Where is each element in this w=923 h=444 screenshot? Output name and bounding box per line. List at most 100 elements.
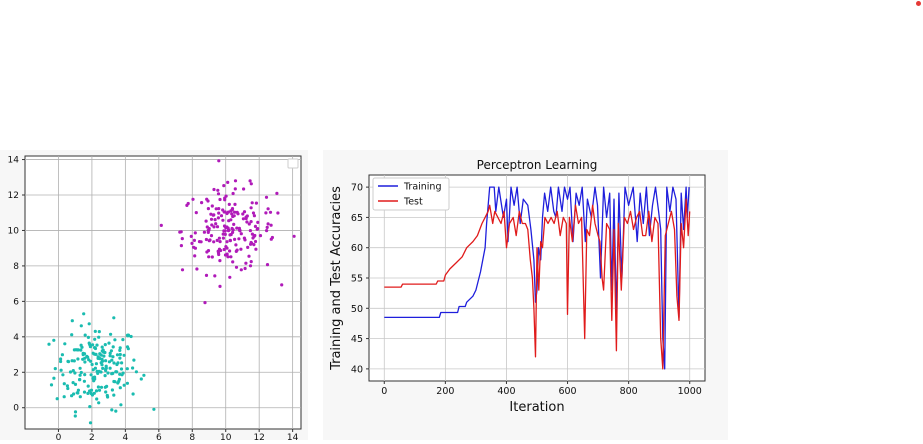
scatter-point-cluster-1 [60,353,64,357]
scatter-point-cluster-2 [242,236,246,240]
scatter-point-cluster-2 [214,207,218,211]
scatter-point-cluster-1 [62,382,66,386]
x-tick-label: 800 [620,386,638,397]
scatter-point-cluster-1 [97,330,101,334]
scatter-point-cluster-1 [86,335,90,339]
scatter-point-cluster-2 [217,247,222,251]
scatter-point-cluster-1 [104,368,108,373]
scatter-point-cluster-2 [212,213,216,217]
x-tick-label: 8 [189,433,195,440]
scatter-point-cluster-1 [105,393,109,398]
series-line-test [384,198,691,370]
scatter-point-cluster-1 [93,377,97,381]
scatter-point-cluster-1 [85,354,89,358]
scatter-point-cluster-1 [119,403,123,407]
scatter-point-cluster-1 [118,348,122,352]
x-tick-label: 14 [287,433,299,440]
scatter-point-cluster-1 [100,345,104,349]
scatter-point-cluster-1 [72,392,76,396]
scatter-point-cluster-1 [73,414,77,418]
scatter-point-cluster-2 [230,207,235,211]
scatter-point-cluster-1 [96,385,100,389]
scatter-point-cluster-1 [49,383,54,387]
scatter-point-cluster-2 [228,238,232,242]
scatter-point-cluster-2 [230,212,234,216]
scatter-point-cluster-2 [270,235,274,240]
scatter-ticks: 0 2 4 6 8 10 12 14 0 2 4 6 8 10 12 14 [8,156,299,443]
scatter-point-cluster-2 [204,219,208,223]
y-tick-label: 65 [351,213,363,224]
scatter-point-cluster-1 [59,359,63,364]
scatter-point-cluster-2 [225,246,229,250]
scatter-point-cluster-2 [250,201,254,205]
scatter-point-cluster-1 [83,360,87,364]
scatter-point-cluster-2 [251,236,255,240]
scatter-point-cluster-2 [245,220,249,224]
scatter-points [47,159,296,425]
scatter-point-cluster-1 [79,370,83,375]
scatter-point-cluster-1 [73,382,78,386]
scatter-point-cluster-1 [71,369,75,373]
scatter-point-cluster-2 [218,197,222,202]
scatter-point-cluster-2 [228,249,232,253]
scatter-point-cluster-1 [82,352,87,356]
y-tick-label: 10 [8,226,20,236]
scatter-point-cluster-2 [233,187,237,191]
scatter-point-cluster-2 [215,238,219,242]
x-tick-label: 1000 [678,386,702,397]
scatter-point-cluster-1 [132,358,136,362]
scatter-point-cluster-1 [152,407,156,411]
scatter-point-cluster-2 [204,273,209,277]
scatter-point-cluster-2 [231,260,235,264]
scatter-point-cluster-2 [210,255,214,259]
scatter-point-cluster-2 [204,237,208,242]
scatter-point-cluster-1 [73,371,77,375]
scatter-point-cluster-2 [192,238,196,242]
scatter-point-cluster-1 [131,366,135,370]
scatter-point-cluster-1 [125,367,129,371]
y-tick-label: 50 [351,304,363,315]
scatter-point-cluster-1 [79,324,83,328]
legend-label-training: Training [403,182,442,193]
scatter-point-cluster-1 [131,392,135,396]
scatter-point-cluster-1 [102,354,106,358]
scatter-point-cluster-2 [228,275,232,279]
scatter-point-cluster-2 [233,179,238,183]
scatter-point-cluster-1 [61,373,65,377]
scatter-point-cluster-1 [83,373,87,377]
scatter-point-cluster-2 [233,210,237,214]
scatter-point-cluster-1 [52,338,56,342]
scatter-point-cluster-2 [232,222,236,226]
scatter-point-cluster-2 [218,284,222,288]
scatter-point-cluster-2 [251,211,256,215]
scatter-point-cluster-2 [215,225,220,229]
y-tick-label: 14 [8,156,20,166]
scatter-point-cluster-1 [97,388,102,392]
scatter-point-cluster-1 [112,393,116,397]
scatter-point-cluster-1 [116,361,120,365]
scatter-point-cluster-1 [70,319,74,323]
scatter-point-cluster-2 [178,230,182,234]
scatter-point-cluster-2 [217,207,221,211]
scatter-point-cluster-2 [218,240,222,244]
y-tick-label: 8 [13,262,19,272]
scatter-point-cluster-1 [122,353,126,357]
scatter-point-cluster-1 [139,377,143,381]
scatter-point-cluster-2 [265,229,269,233]
scatter-point-cluster-2 [248,264,253,268]
scatter-point-cluster-1 [86,391,90,395]
scatter-point-cluster-2 [244,261,248,265]
scatter-point-cluster-2 [250,232,254,236]
scatter-point-cluster-2 [249,206,253,210]
scatter-point-cluster-1 [96,355,100,359]
scatter-point-cluster-1 [71,381,75,385]
scatter-point-cluster-1 [74,348,78,352]
scatter-point-cluster-2 [235,210,239,214]
scatter-point-cluster-1 [47,342,51,346]
scatter-point-cluster-2 [208,238,212,242]
scatter-point-cluster-1 [79,343,83,347]
scatter-point-cluster-2 [280,283,284,287]
scatter-point-cluster-2 [256,220,260,224]
scatter-point-cluster-2 [226,226,230,230]
scatter-point-cluster-2 [247,222,251,226]
